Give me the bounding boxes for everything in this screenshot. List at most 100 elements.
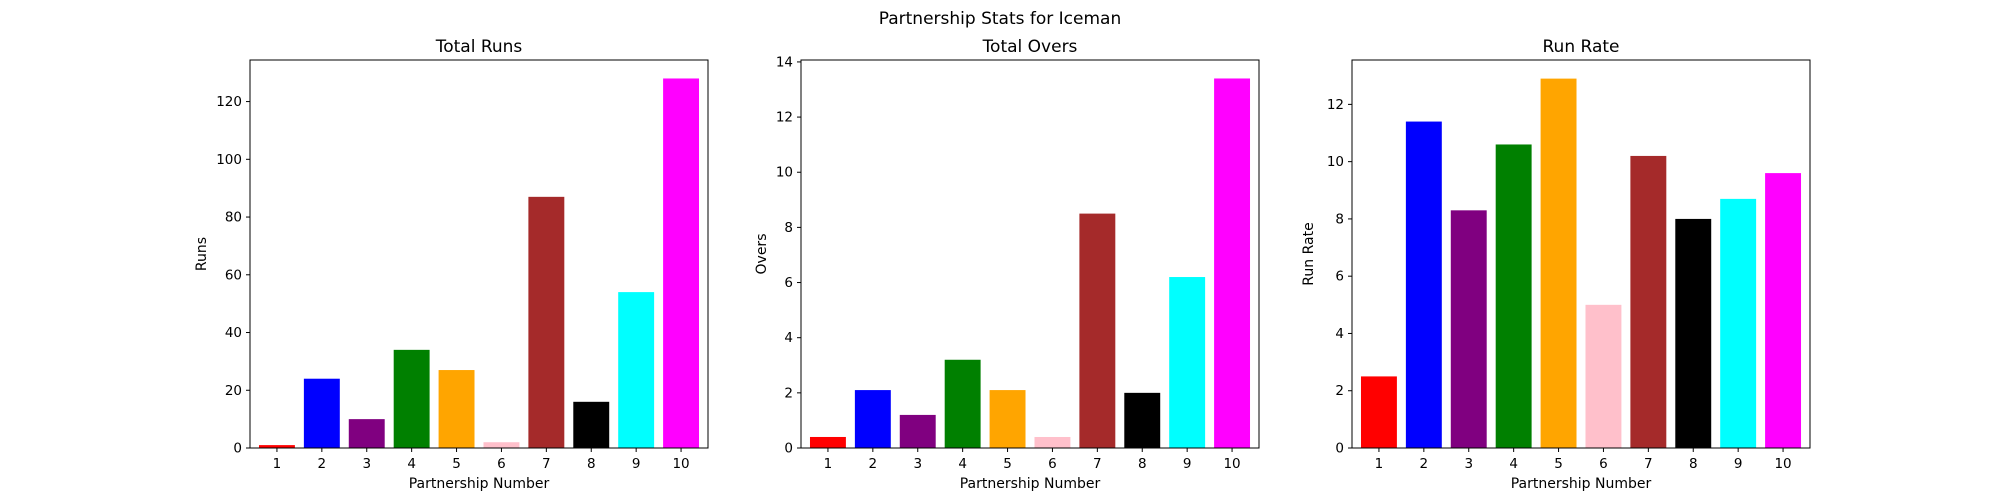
y-tick-label: 14 [776, 54, 793, 70]
bar-1 [809, 436, 846, 448]
bar-7 [528, 196, 565, 448]
y-tick-label: 2 [1335, 383, 1344, 399]
x-tick-label: 5 [1003, 456, 1012, 472]
x-tick-label: 4 [407, 456, 416, 472]
x-axis-label: Partnership Number [960, 476, 1101, 492]
y-tick-label: 60 [225, 267, 242, 283]
x-tick-label: 6 [497, 456, 506, 472]
x-tick-label: 2 [869, 456, 878, 472]
bar-5 [438, 370, 475, 448]
x-tick-label: 5 [452, 456, 461, 472]
y-tick-label: 6 [1335, 269, 1344, 285]
x-tick-label: 9 [1734, 456, 1743, 472]
x-tick-label: 7 [1093, 456, 1102, 472]
y-tick-label: 4 [1335, 326, 1344, 342]
x-tick-label: 6 [1048, 456, 1057, 472]
bar-2 [303, 378, 340, 448]
bar-5 [989, 390, 1026, 448]
y-axis-label: Runs [194, 237, 210, 271]
bar-6 [483, 442, 520, 448]
panel-total-runs: Total Runs 0 20 40 60 80 100 120 1 2 3 4 5 6 7 8 9 10 P… [194, 37, 709, 492]
x-tick-label: 10 [1774, 456, 1791, 472]
bar-1 [1360, 376, 1397, 448]
bar-9 [1720, 198, 1757, 448]
x-tick-label: 9 [1183, 456, 1192, 472]
plot-frame [249, 59, 709, 449]
x-tick-label: 3 [1464, 456, 1473, 472]
bars-group [258, 78, 700, 448]
y-tick-label: 0 [233, 441, 242, 457]
bar-8 [1124, 392, 1161, 448]
x-tick-label: 7 [1644, 456, 1653, 472]
x-tick-label: 8 [587, 456, 596, 472]
y-tick-label: 12 [776, 110, 793, 126]
bars-group [809, 78, 1251, 448]
bar-1 [258, 445, 295, 448]
x-tick-label: 8 [1138, 456, 1147, 472]
chart-title: Run Rate [1543, 37, 1620, 57]
y-tick-label: 0 [1335, 441, 1344, 457]
x-tick-label: 4 [1509, 456, 1518, 472]
y-axis-ticks: 0 2 4 6 8 10 12 [1327, 97, 1352, 457]
x-tick-label: 2 [1420, 456, 1429, 472]
x-axis-ticks: 1 2 3 4 5 6 7 8 9 10 [273, 448, 690, 472]
bar-4 [393, 349, 430, 448]
x-tick-label: 1 [824, 456, 833, 472]
x-tick-label: 10 [672, 456, 689, 472]
bar-9 [1169, 277, 1206, 448]
bar-2 [1405, 121, 1442, 448]
bar-10 [1765, 173, 1802, 449]
y-tick-label: 4 [784, 330, 793, 346]
y-axis-ticks: 0 20 40 60 80 100 120 [216, 94, 250, 457]
x-tick-label: 2 [318, 456, 327, 472]
y-tick-label: 10 [1327, 154, 1344, 170]
x-axis-ticks: 1 2 3 4 5 6 7 8 9 10 [1375, 448, 1792, 472]
bar-8 [1675, 218, 1712, 448]
y-axis-label: Overs [754, 234, 770, 275]
x-tick-label: 7 [542, 456, 551, 472]
bar-10 [663, 78, 700, 448]
x-tick-label: 1 [273, 456, 282, 472]
bar-5 [1540, 78, 1577, 449]
plot-frame [800, 59, 1260, 449]
x-tick-label: 10 [1223, 456, 1240, 472]
chart-title: Total Runs [435, 37, 523, 57]
y-tick-label: 10 [776, 165, 793, 181]
y-tick-label: 8 [1335, 211, 1344, 227]
bar-4 [1495, 144, 1532, 448]
y-tick-label: 120 [216, 94, 242, 110]
bar-7 [1630, 155, 1667, 448]
y-tick-label: 80 [225, 210, 242, 226]
x-axis-label: Partnership Number [1511, 476, 1652, 492]
y-tick-label: 8 [784, 220, 793, 236]
bar-3 [348, 419, 385, 448]
bar-8 [573, 401, 610, 448]
y-axis-label: Run Rate [1301, 222, 1317, 285]
bar-6 [1034, 436, 1071, 448]
y-tick-label: 40 [225, 325, 242, 341]
plot-frame [1351, 59, 1811, 449]
x-tick-label: 1 [1375, 456, 1384, 472]
x-axis-label: Partnership Number [409, 476, 550, 492]
y-tick-label: 2 [784, 385, 793, 401]
x-axis-ticks: 1 2 3 4 5 6 7 8 9 10 [824, 448, 1241, 472]
bar-3 [1450, 210, 1487, 448]
bar-7 [1079, 213, 1116, 448]
x-tick-label: 3 [913, 456, 922, 472]
x-tick-label: 8 [1689, 456, 1698, 472]
chart-title: Total Overs [982, 37, 1078, 57]
x-tick-label: 9 [632, 456, 641, 472]
y-tick-label: 6 [784, 275, 793, 291]
y-tick-label: 100 [216, 152, 242, 168]
y-tick-label: 12 [1327, 97, 1344, 113]
y-tick-label: 20 [225, 383, 242, 399]
x-tick-label: 4 [958, 456, 967, 472]
bar-6 [1585, 304, 1622, 448]
bars-group [1360, 78, 1802, 449]
y-tick-label: 0 [784, 441, 793, 457]
bar-10 [1214, 78, 1251, 448]
x-tick-label: 6 [1599, 456, 1608, 472]
bar-4 [944, 359, 981, 448]
